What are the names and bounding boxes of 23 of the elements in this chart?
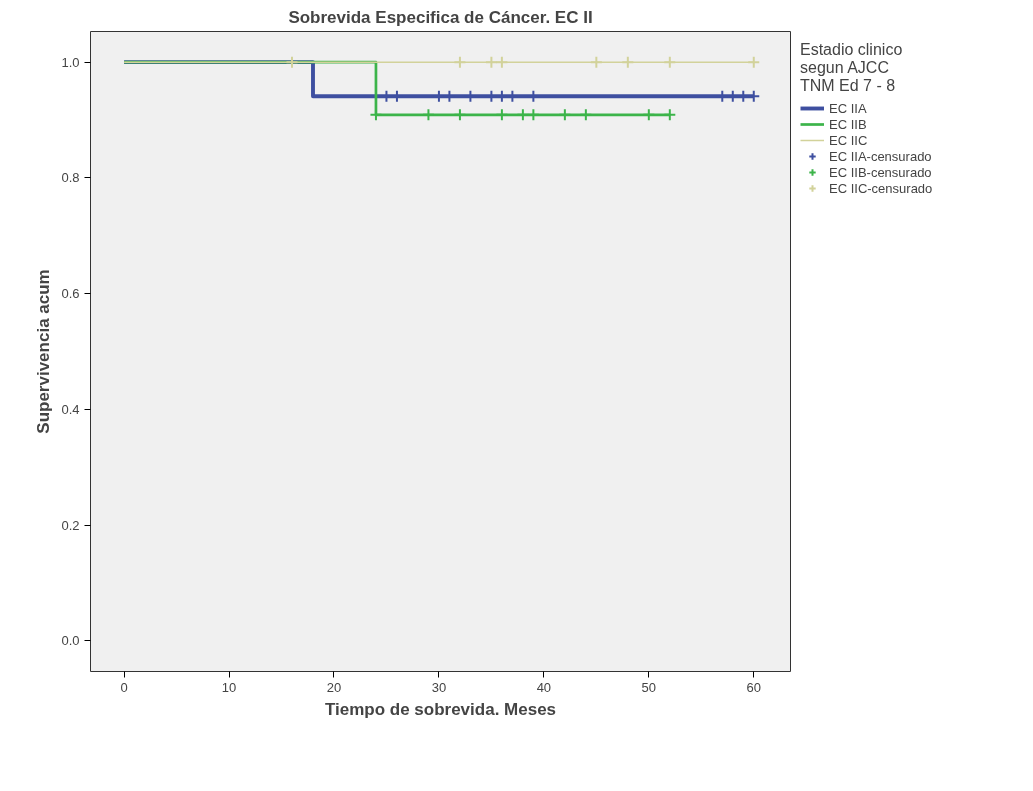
x-axis-title: Tiempo de sobrevida. Meses	[324, 699, 557, 719]
legend-label: EC IIC-censurado	[829, 180, 933, 196]
y-tick-label: 0.6	[61, 286, 80, 302]
x-tick-label: 60	[746, 679, 762, 695]
legend-label: EC IIA	[829, 100, 867, 116]
y-tick-label: 0.8	[61, 170, 80, 186]
x-tick-label: 50	[641, 679, 657, 695]
y-tick-label: 0.0	[61, 633, 80, 649]
x-tick-label: 20	[326, 679, 342, 695]
y-tick-label: 0.4	[61, 401, 80, 417]
legend-label: EC IIC	[829, 132, 868, 148]
y-tick-label: 0.2	[61, 517, 80, 533]
x-tick-label: 30	[431, 679, 447, 695]
x-tick-label: 0	[120, 679, 128, 695]
x-tick-label: 40	[536, 679, 552, 695]
x-tick-label: 10	[221, 679, 237, 695]
y-tick-label: 1.0	[61, 54, 80, 70]
legend-title: Estadio clinico segun AJCC TNM Ed 7 - 8	[800, 41, 904, 95]
y-axis-title: Supervivencia acum	[34, 269, 54, 434]
chart-title: Sobrevida Especifica de Cáncer. EC II	[288, 7, 593, 27]
legend-label: EC IIB	[829, 116, 867, 132]
legend-label: EC IIB-censurado	[829, 164, 932, 180]
legend-label: EC IIA-censurado	[829, 148, 932, 164]
